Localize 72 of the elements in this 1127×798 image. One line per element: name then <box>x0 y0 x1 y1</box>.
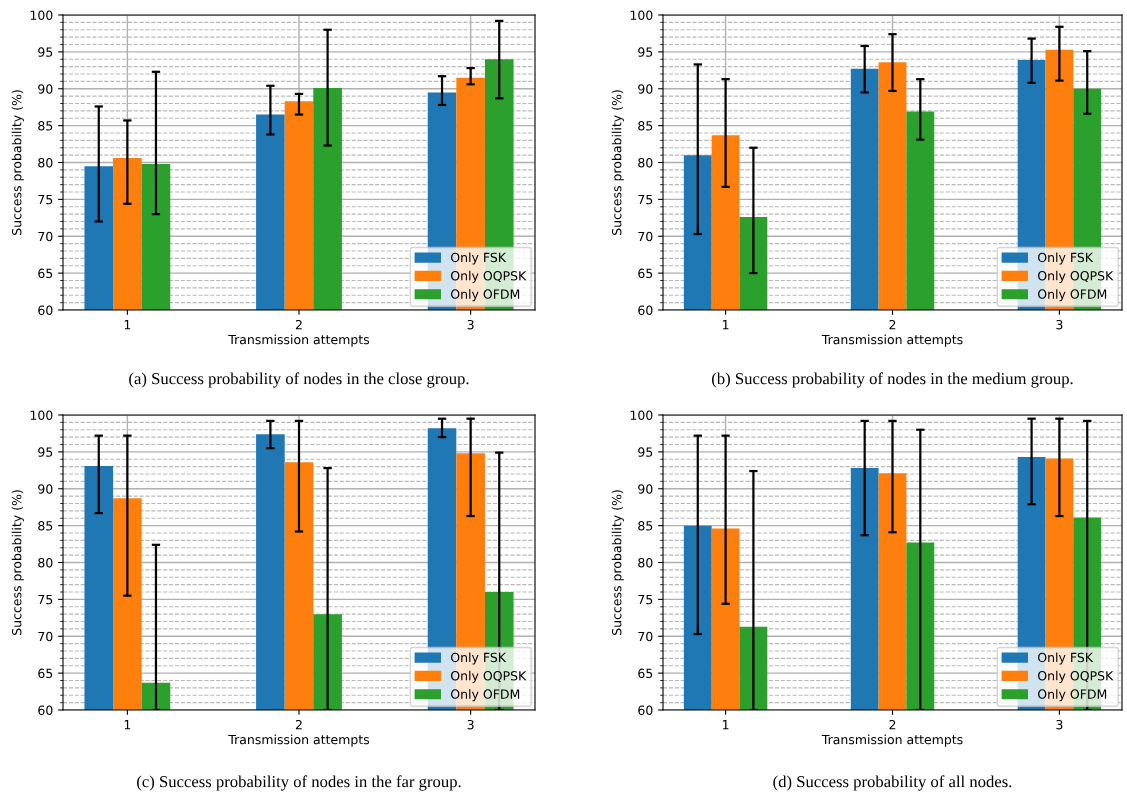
y-tick-label: 100 <box>630 10 653 20</box>
y-tick-label: 70 <box>38 631 53 642</box>
y-tick-label: 90 <box>38 84 53 94</box>
y-tick-label: 90 <box>38 484 53 494</box>
y-tick-label: 85 <box>38 521 53 531</box>
y-tick-label: 70 <box>638 631 653 642</box>
y-tick-label: 60 <box>38 305 53 315</box>
legend-label: Only OFDM <box>1038 689 1107 702</box>
x-tick-label: 3 <box>467 319 474 330</box>
y-tick-label: 90 <box>638 84 653 94</box>
text: (b) Success probability of nodes in the medium group. <box>712 372 1073 388</box>
y-axis-title: Success probability (%) <box>11 490 24 635</box>
y-tick-label: 100 <box>30 410 53 420</box>
y-axis-title: Success probability (%) <box>11 90 24 235</box>
legend-label: Only FSK <box>451 652 507 665</box>
legend-label: Only OFDM <box>451 289 520 302</box>
text: (c) Success probability of nodes in the far group. <box>137 775 461 791</box>
y-tick-label: 60 <box>638 705 653 715</box>
y-tick-label: 65 <box>638 668 653 679</box>
y-tick-label: 65 <box>38 668 53 679</box>
x-tick-label: 1 <box>124 720 131 730</box>
x-tick-label: 3 <box>1056 719 1063 730</box>
y-tick-label: 70 <box>38 231 53 242</box>
x-axis-title: Transmission attempts <box>228 734 370 747</box>
text: (a) Success probability of nodes in the close group. <box>129 372 469 388</box>
y-tick-label: 85 <box>638 121 653 131</box>
x-tick-label: 3 <box>467 719 474 730</box>
y-axis-title: Success probability (%) <box>611 490 624 635</box>
legend-label: Only OFDM <box>1038 289 1107 302</box>
x-tick-label: 2 <box>889 319 896 330</box>
x-tick-label: 2 <box>889 719 896 730</box>
x-tick-label: 2 <box>295 719 302 730</box>
x-tick-label: 1 <box>124 320 131 330</box>
y-tick-label: 80 <box>638 557 653 568</box>
legend-label: Only FSK <box>451 252 507 265</box>
legend-label: Only OQPSK <box>1038 670 1114 683</box>
y-tick-label: 95 <box>38 447 53 457</box>
legend-label: Only OQPSK <box>451 270 527 283</box>
y-tick-label: 95 <box>638 47 653 57</box>
y-tick-label: 75 <box>638 595 653 605</box>
y-tick-label: 75 <box>38 595 53 605</box>
y-tick-label: 70 <box>638 231 653 242</box>
x-axis-title: Transmission attempts <box>228 334 370 347</box>
y-tick-label: 95 <box>638 447 653 457</box>
y-tick-label: 90 <box>638 484 653 494</box>
legend-label: Only FSK <box>1038 652 1094 665</box>
y-tick-label: 100 <box>30 10 53 20</box>
y-tick-label: 80 <box>38 157 53 168</box>
y-tick-label: 75 <box>638 195 653 205</box>
text: (d) Success probability of all nodes. <box>773 775 1012 791</box>
x-tick-label: 3 <box>1056 319 1063 330</box>
y-tick-label: 95 <box>38 47 53 57</box>
x-tick-label: 1 <box>722 720 729 730</box>
y-tick-label: 65 <box>38 268 53 279</box>
legend-label: Only OFDM <box>451 689 520 702</box>
legend-label: Only OQPSK <box>451 670 527 683</box>
y-tick-label: 85 <box>638 521 653 531</box>
x-tick-label: 1 <box>722 320 729 330</box>
legend-label: Only OQPSK <box>1038 270 1114 283</box>
y-tick-label: 60 <box>638 305 653 315</box>
y-tick-label: 100 <box>630 410 653 420</box>
x-axis-title: Transmission attempts <box>821 734 963 747</box>
x-tick-label: 2 <box>295 319 302 330</box>
x-axis-title: Transmission attempts <box>821 334 963 347</box>
y-tick-label: 85 <box>38 121 53 131</box>
legend-label: Only FSK <box>1038 252 1094 265</box>
y-tick-label: 75 <box>38 195 53 205</box>
y-tick-label: 80 <box>638 157 653 168</box>
y-tick-label: 60 <box>38 705 53 715</box>
y-tick-label: 65 <box>638 268 653 279</box>
y-tick-label: 80 <box>38 557 53 568</box>
y-axis-title: Success probability (%) <box>611 90 624 235</box>
